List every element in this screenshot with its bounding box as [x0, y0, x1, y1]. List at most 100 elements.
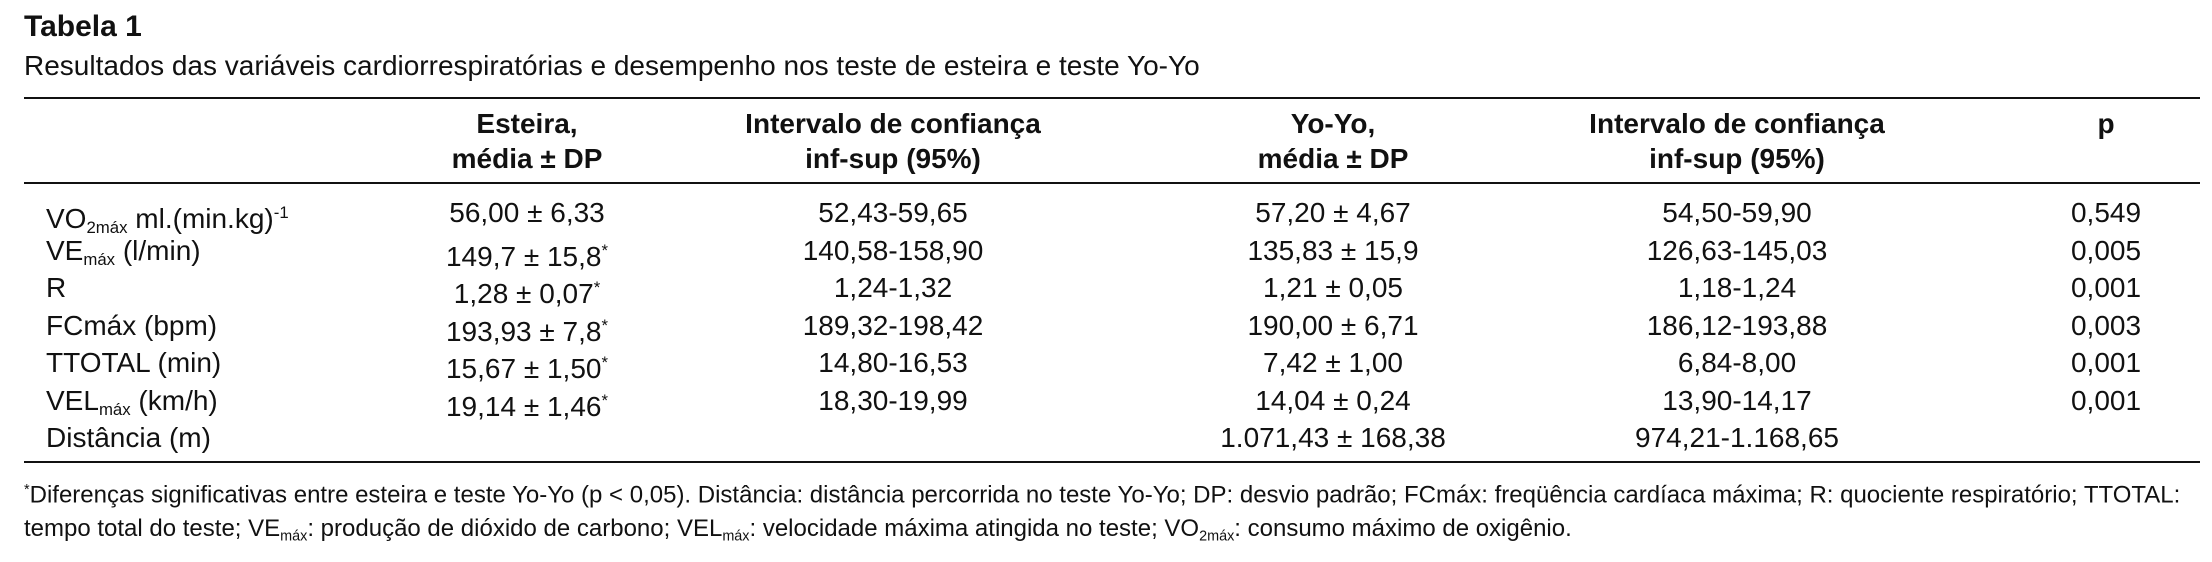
subscript: máx [83, 249, 116, 269]
text-run: ml.(min.kg) [127, 203, 274, 235]
table-cell: 1,18-1,24 [1678, 271, 1796, 305]
table-cell: 193,93 ± 7,8* [446, 309, 608, 349]
table-cell: 190,00 ± 6,71 [1247, 309, 1418, 343]
row-label: VEmáx (l/min) [46, 234, 201, 277]
supscript: * [601, 353, 609, 372]
text-run: FCmáx (bpm) [46, 309, 218, 341]
text-run: 56,00 ± 6,33 [449, 197, 605, 228]
text-run: 0,003 [2070, 309, 2142, 341]
header-line: Intervalo de confiança [745, 108, 1041, 139]
text-run: 6,84-8,00 [1677, 347, 1797, 378]
text-run: Diferenças significativas entre esteira … [24, 481, 2181, 542]
text-run: 1,21 ± 0,05 [1263, 272, 1403, 303]
text-run: 149,7 ± 15,8 [445, 240, 602, 272]
text-run: 7,42 ± 1,00 [1263, 347, 1403, 378]
text-run: 0,001 [2070, 272, 2142, 303]
text-run: 18,30-19,99 [818, 384, 968, 416]
text-run: VE [46, 234, 84, 266]
text-run: VO [46, 203, 87, 235]
text-run: 126,63-145,03 [1646, 234, 1828, 266]
text-run: 189,32-198,42 [802, 309, 984, 341]
table-cell: 0,549 [2071, 196, 2141, 230]
header-line: média ± DP [451, 143, 603, 174]
row-label: Distância (m) [46, 421, 211, 455]
top-rule [24, 97, 2200, 99]
text-run: 57,20 ± 4,67 [1255, 197, 1411, 228]
table-cell: 0,001 [2071, 384, 2141, 418]
table-cell: 18,30-19,99 [818, 384, 967, 418]
text-run: 1,18-1,24 [1677, 272, 1797, 303]
text-run: : consumo máximo de oxigênio. [1234, 514, 1572, 542]
table-cell: 52,43-59,65 [818, 196, 967, 230]
table-cell: 0,003 [2071, 309, 2141, 343]
table-cell: 7,42 ± 1,00 [1263, 346, 1403, 380]
row-label: VELmáx (km/h) [46, 384, 218, 427]
row-label: R [46, 271, 66, 305]
bottom-rule [24, 461, 2200, 463]
text-run: (l/min) [115, 234, 201, 266]
text-run: 1.071,43 ± 168,38 [1220, 422, 1446, 453]
table-cell: 1,21 ± 0,05 [1263, 271, 1403, 305]
text-run: Distância (m) [46, 422, 211, 453]
header-line: média ± DP [1257, 143, 1409, 174]
subscript: máx [280, 527, 308, 544]
supscript: * [601, 390, 609, 410]
supscript: * [24, 482, 30, 498]
text-run: 0,549 [2070, 197, 2142, 228]
supscript: * [601, 315, 609, 335]
table-cell: 1,28 ± 0,07* [454, 271, 600, 311]
text-run: : velocidade máxima atingida no teste; V… [749, 514, 1200, 542]
subscript: máx [98, 399, 131, 419]
text-run: 14,80-16,53 [818, 347, 968, 378]
text-run: R [46, 272, 67, 303]
header-line: inf-sup (95%) [805, 143, 981, 174]
text-run: 15,67 ± 1,50 [445, 353, 602, 385]
table-cell: 6,84-8,00 [1678, 346, 1796, 380]
table-cell: 186,12-193,88 [1647, 309, 1828, 343]
table-cell: 126,63-145,03 [1647, 234, 1828, 268]
text-run: 1,28 ± 0,07 [453, 278, 594, 310]
column-header: Yo-Yo, média ± DP [1258, 106, 1409, 176]
supscript: * [593, 278, 601, 297]
text-run: 0,005 [2070, 234, 2142, 266]
table-cell: 0,001 [2071, 346, 2141, 380]
text-run: (km/h) [130, 384, 218, 416]
table-cell: 189,32-198,42 [803, 309, 984, 343]
supscript: * [601, 240, 609, 260]
table-cell: 0,001 [2071, 271, 2141, 305]
column-header: Intervalo de confiança inf-sup (95%) [1589, 106, 1885, 176]
table-title: Tabela 1 [24, 10, 142, 43]
header-line: Esteira, [476, 108, 578, 139]
table-cell: 974,21-1.168,65 [1635, 421, 1839, 455]
column-header: Esteira, média ± DP [452, 106, 603, 176]
text-run: 0,001 [2070, 347, 2142, 378]
subscript: 2máx [1199, 527, 1235, 544]
table-cell: 57,20 ± 4,67 [1255, 196, 1411, 230]
header-line: Yo-Yo, [1290, 108, 1376, 139]
table-cell: 149,7 ± 15,8* [446, 234, 608, 274]
text-run: TTOTAL (min) [46, 347, 222, 378]
text-run: 193,93 ± 7,8 [445, 315, 602, 347]
table-cell: 13,90-14,17 [1662, 384, 1811, 418]
header-rule [24, 182, 2200, 184]
text-run: 0,001 [2070, 384, 2142, 416]
text-run: : produção de dióxido de carbono; VEL [307, 514, 723, 542]
column-header: Intervalo de confiança inf-sup (95%) [745, 106, 1041, 176]
text-run: 1,24-1,32 [833, 272, 953, 303]
header-line: inf-sup (95%) [1649, 143, 1825, 174]
table-cell: 56,00 ± 6,33 [449, 196, 605, 230]
subscript: máx [722, 527, 750, 544]
text-run: 52,43-59,65 [818, 197, 968, 228]
text-run: 13,90-14,17 [1662, 384, 1812, 416]
row-label: FCmáx (bpm) [46, 309, 217, 343]
header-line: p [2097, 108, 2115, 139]
row-label: TTOTAL (min) [46, 346, 221, 380]
table-cell: 14,80-16,53 [818, 346, 967, 380]
table-cell: 14,04 ± 0,24 [1255, 384, 1411, 418]
header-line: Intervalo de confiança [1589, 108, 1885, 139]
text-run: 140,58-158,90 [802, 234, 984, 266]
table-cell: 54,50-59,90 [1662, 196, 1811, 230]
text-run: 14,04 ± 0,24 [1255, 384, 1411, 416]
table-subtitle: Resultados das variáveis cardiorrespirat… [24, 50, 1200, 81]
